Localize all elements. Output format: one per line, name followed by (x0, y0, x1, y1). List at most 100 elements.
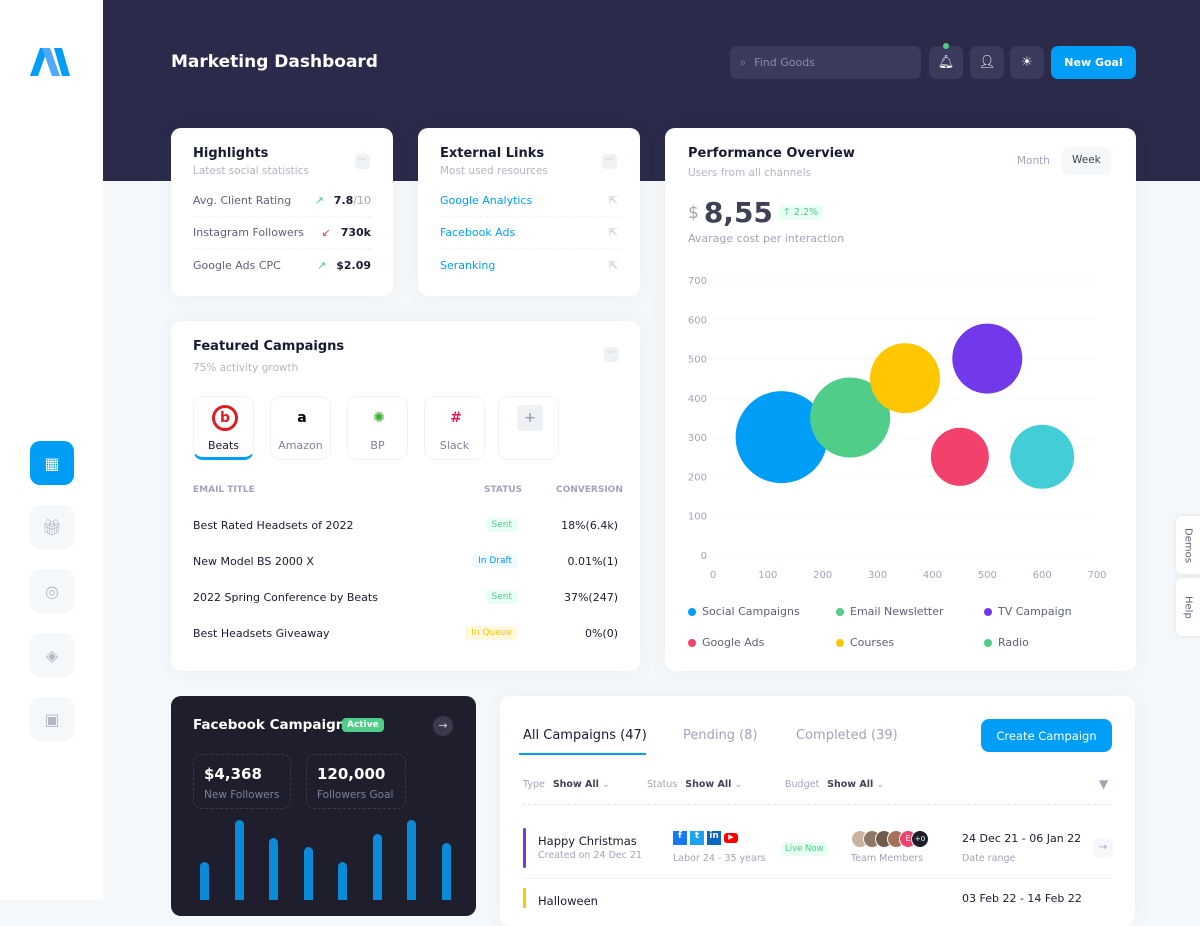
filter-label: Status (647, 779, 678, 790)
more-menu-button[interactable]: ··· (602, 154, 617, 169)
external-link-row[interactable]: Facebook Ads ⇱ (440, 217, 618, 249)
bar (441, 843, 451, 900)
external-link[interactable]: Facebook Ads (440, 226, 516, 239)
bar (338, 861, 347, 900)
slack-logo-icon: # (450, 410, 462, 426)
bubble (870, 343, 940, 414)
tab-all-campaigns[interactable]: All Campaigns (47) (523, 728, 647, 743)
brand-tab-bp[interactable]: ✺ BP (347, 396, 408, 460)
sun-icon: ☀ (1021, 55, 1033, 70)
arrow-up-right-icon: ↗ (314, 194, 324, 207)
linkedin-icon: in (707, 831, 721, 845)
status-badge: Sent (485, 590, 518, 604)
tab-month[interactable]: Month (1017, 155, 1050, 167)
filter-icon[interactable]: ▼ (1099, 777, 1109, 791)
table-row[interactable]: 2022 Spring Conference by Beats Sent 37%(2… (193, 587, 618, 607)
notifications-button[interactable]: 🔔︎ (929, 43, 963, 79)
lifebuoy-icon: ◎ (45, 581, 59, 601)
chevron-down-icon: ⌄ (601, 779, 610, 790)
y-tick-label: 400 (688, 394, 707, 405)
theme-toggle[interactable]: ☀ (1010, 46, 1044, 79)
y-tick-label: 500 (688, 355, 707, 366)
stat-label: New Followers (204, 789, 280, 801)
stat-followers-goal: 120,000 Followers Goal (306, 754, 406, 809)
kpi-value: 8,55 (703, 196, 773, 229)
row-open-button[interactable]: → (1093, 838, 1113, 858)
create-campaign-button[interactable]: Create Campaign (981, 719, 1112, 752)
sidebar-item-layers[interactable]: ◈ (30, 633, 74, 677)
table-row[interactable]: Best Headsets Giveaway In Queue 0%(0) (193, 623, 618, 643)
date-range: 03 Feb 22 - 14 Feb 22 (962, 892, 1082, 905)
more-menu-button[interactable]: ··· (604, 347, 619, 362)
column-header: EMAIL TITLE (193, 485, 255, 495)
bar (269, 838, 278, 900)
change-value: 2.2% (793, 207, 819, 218)
filter-value: Show All (827, 779, 874, 790)
kpi-caption: Avarage cost per interaction (688, 232, 845, 245)
external-link-row[interactable]: Seranking ⇱ (440, 249, 618, 281)
email-title: New Model BS 2000 X (193, 554, 314, 568)
tab-completed[interactable]: Completed (39) (796, 728, 898, 743)
brand-label: Slack (439, 439, 470, 452)
notification-dot (943, 43, 949, 49)
more-menu-button[interactable]: ··· (355, 154, 370, 169)
brand-tab-slack[interactable]: # Slack (424, 396, 485, 460)
filter-budget[interactable]: Budget Show All ⌄ (785, 779, 884, 790)
add-brand-button[interactable]: + (498, 396, 559, 460)
logo (30, 48, 70, 76)
external-link[interactable]: Seranking (440, 258, 496, 272)
highlights-card: Highlights Latest social statistics ··· … (171, 128, 393, 296)
currency: $ (688, 202, 699, 223)
external-link[interactable]: Google Analytics (440, 194, 533, 207)
twitter-icon: t (690, 831, 704, 845)
row-accent (523, 828, 526, 868)
dashboard-icon: ▦ (44, 453, 60, 473)
campaign-name: Halloween (538, 894, 598, 908)
tab-pending[interactable]: Pending (8) (683, 728, 758, 743)
sidebar-item-dashboard[interactable]: ▦ (30, 441, 74, 485)
sidebar-item-support[interactable]: ◎ (30, 569, 74, 613)
highlight-value: 730k (340, 226, 371, 239)
stat-label: Followers Goal (317, 789, 394, 801)
youtube-icon: ▶ (724, 833, 738, 843)
facebook-campaign-card: Facebook Campaign Active → $4,368 New Fol… (171, 696, 476, 916)
legend-item: Radio (984, 636, 1029, 649)
help-tab[interactable]: Help (1176, 578, 1200, 636)
change-badge: ↑ 2.2% (777, 205, 824, 220)
campaign-created: Created on 24 Dec 21 (538, 850, 643, 861)
demos-tab[interactable]: Demos (1176, 516, 1200, 574)
card-title: Highlights (193, 146, 269, 161)
chevron-down-icon: ⌄ (734, 779, 743, 790)
highlight-value: $2.09 (336, 258, 371, 272)
beats-logo-icon: b (212, 405, 238, 431)
bar (372, 834, 382, 900)
external-link-row[interactable]: Google Analytics ⇱ (440, 185, 618, 217)
tab-week[interactable]: Week (1062, 147, 1111, 175)
bubble (735, 391, 828, 484)
legend-marker (984, 607, 992, 616)
brand-tab-beats[interactable]: b Beats (193, 396, 254, 460)
divider (523, 804, 1111, 805)
x-tick-label: 600 (1033, 570, 1052, 581)
brand-tab-amazon[interactable]: a Amazon (270, 396, 331, 460)
user-button[interactable]: 👤︎ (970, 46, 1004, 79)
filter-type[interactable]: Type Show All ⌄ (523, 779, 610, 790)
table-row[interactable]: New Model BS 2000 X In Draft 0.01%(1) (193, 551, 618, 571)
filter-status[interactable]: Status Show All ⌄ (647, 779, 742, 790)
status-badge: Sent (485, 518, 518, 532)
sidebar-item-briefcase[interactable]: ▣ (30, 697, 74, 741)
date-range: 24 Dec 21 - 06 Jan 22 (962, 832, 1082, 845)
arrow-right-button[interactable]: → (433, 716, 453, 736)
team-label: Team Members (851, 853, 924, 864)
status-badge: Active (342, 718, 384, 732)
y-tick-label: 300 (688, 433, 707, 444)
external-link-icon: ⇱ (608, 258, 618, 272)
search-input[interactable]: ⌕ Find Goods (730, 46, 921, 79)
sidebar-item-gift[interactable]: 🎁︎ (30, 505, 74, 549)
new-goal-button[interactable]: New Goal (1051, 46, 1136, 79)
legend-item: Social Campaigns (688, 605, 800, 618)
briefcase-icon: ▣ (44, 709, 60, 729)
card-subtitle: 75% activity growth (193, 362, 299, 374)
table-row[interactable]: Best Rated Headsets of 2022 Sent 18%(6.4k) (193, 515, 618, 535)
legend-label: Social Campaigns (702, 605, 800, 618)
